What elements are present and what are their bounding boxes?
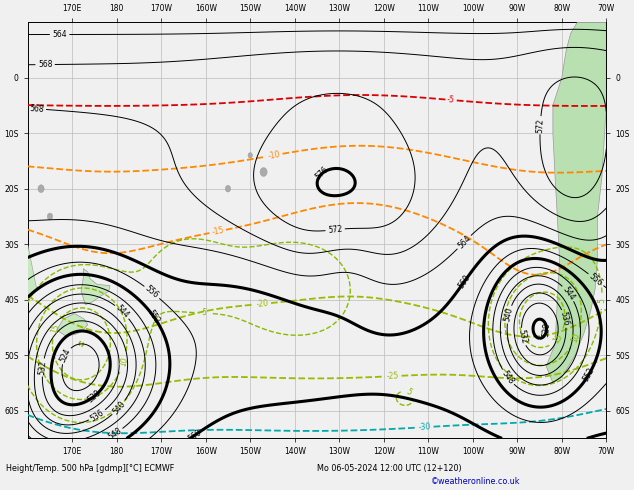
Circle shape [48, 213, 53, 220]
Text: 540: 540 [111, 399, 127, 416]
Text: ©weatheronline.co.uk: ©weatheronline.co.uk [431, 477, 521, 486]
Text: 15: 15 [552, 332, 564, 345]
Text: 568: 568 [38, 60, 53, 69]
Text: 540: 540 [503, 306, 515, 322]
Polygon shape [28, 133, 37, 327]
Text: -25: -25 [387, 371, 399, 381]
Text: 5: 5 [597, 298, 607, 303]
Text: 524: 524 [58, 347, 73, 364]
Circle shape [38, 185, 44, 193]
Text: 556: 556 [588, 271, 604, 288]
Text: 528: 528 [541, 322, 552, 338]
Polygon shape [547, 22, 606, 383]
Text: 10: 10 [570, 331, 582, 344]
Text: 5: 5 [202, 309, 207, 318]
Text: 10: 10 [118, 356, 129, 368]
Text: 536: 536 [559, 311, 571, 327]
Text: 532: 532 [37, 360, 48, 375]
Text: 536: 536 [89, 408, 106, 423]
Text: 556: 556 [143, 284, 160, 300]
Text: 532: 532 [517, 329, 529, 345]
Polygon shape [56, 314, 87, 336]
Text: 552: 552 [581, 366, 597, 383]
Text: 568: 568 [29, 104, 44, 114]
Text: 560: 560 [186, 427, 203, 443]
Text: -20: -20 [256, 299, 269, 309]
Text: 528: 528 [86, 388, 103, 404]
Text: -15: -15 [210, 226, 224, 237]
Text: 544: 544 [560, 285, 576, 302]
Text: -5: -5 [447, 95, 455, 105]
Text: -30: -30 [418, 422, 432, 432]
Text: 560: 560 [457, 272, 472, 290]
Text: Height/Temp. 500 hPa [gdmp][°C] ECMWF: Height/Temp. 500 hPa [gdmp][°C] ECMWF [6, 464, 174, 473]
Text: 548: 548 [500, 369, 515, 386]
Text: 572: 572 [328, 224, 343, 235]
Circle shape [260, 168, 267, 176]
Text: 5: 5 [404, 388, 413, 397]
Text: 548: 548 [106, 426, 123, 441]
Text: 572: 572 [536, 118, 545, 133]
Polygon shape [81, 269, 110, 305]
Text: -10: -10 [268, 149, 281, 161]
Text: 15: 15 [49, 322, 61, 335]
Text: 576: 576 [314, 165, 330, 182]
Text: 552: 552 [146, 308, 162, 325]
Text: Mo 06-05-2024 12:00 UTC (12+120): Mo 06-05-2024 12:00 UTC (12+120) [317, 464, 462, 473]
Circle shape [225, 185, 231, 192]
Text: 564: 564 [52, 30, 67, 39]
Text: 544: 544 [114, 303, 131, 320]
Circle shape [248, 152, 252, 158]
Text: 564: 564 [456, 234, 472, 250]
